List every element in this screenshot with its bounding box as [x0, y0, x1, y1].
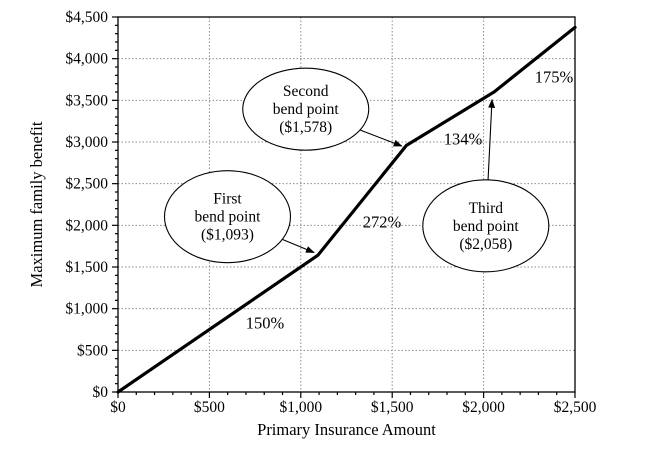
- y-tick-label: $3,000: [65, 134, 108, 151]
- annotation-text-line: bend point: [453, 218, 520, 235]
- x-tick-label: $2,000: [462, 399, 505, 416]
- annotation-balloon: [422, 179, 550, 273]
- y-tick-label: $4,000: [65, 51, 108, 68]
- annotation-text-line: ($2,058): [459, 236, 512, 253]
- annotation-arrow: [359, 129, 403, 147]
- rate-label: 134%: [444, 130, 483, 149]
- y-tick-label: $0: [93, 384, 109, 401]
- annotation-text-line: ($1,093): [201, 227, 254, 244]
- x-tick-label: $0: [110, 399, 126, 416]
- y-tick-labels: $0 $500 $1,000 $1,500 $2,000 $2,500 $3,000 $3,5…: [65, 9, 108, 401]
- rate-label: 272%: [363, 213, 402, 232]
- annotation-text-line: ($1,578): [279, 119, 332, 136]
- annotation-text-line: Second: [283, 83, 329, 100]
- plot-frame: [117, 16, 576, 393]
- annotation-text-line: First: [213, 191, 242, 208]
- annotation-text-line: bend point: [195, 209, 262, 226]
- y-tick-label: $2,500: [65, 176, 108, 193]
- x-tick-label: $500: [194, 399, 225, 416]
- x-tick-labels: $0 $500 $1,000 $1,500 $2,000 $2,500: [110, 399, 596, 416]
- annotation-text-line: bend point: [273, 101, 340, 118]
- x-tick-label: $1,500: [371, 399, 414, 416]
- benefit-line: [116, 25, 577, 394]
- annotation-text-line: Third: [469, 200, 504, 217]
- x-tick-label: $1,000: [279, 399, 322, 416]
- y-tick-label: $3,500: [65, 92, 108, 109]
- y-tick-label: $1,500: [65, 259, 108, 276]
- annotation-arrow: [282, 238, 315, 254]
- segment-rate-labels: 150% 272% 134% 175%: [246, 68, 574, 333]
- annotation-arrow: [487, 98, 496, 180]
- y-tick-label: $2,000: [65, 217, 108, 234]
- x-axis-title: Primary Insurance Amount: [257, 420, 436, 439]
- annotation-balloon: [163, 170, 292, 264]
- y-tick-label: $1,000: [65, 301, 108, 318]
- axis-ticks: [112, 16, 576, 398]
- rate-label: 150%: [246, 314, 285, 333]
- x-tick-label: $2,500: [554, 399, 597, 416]
- y-tick-label: $4,500: [65, 9, 108, 26]
- y-tick-label: $500: [77, 342, 108, 359]
- annotation-balloon: [242, 67, 370, 151]
- y-axis-title: Maximum family benefit: [27, 121, 46, 287]
- rate-label: 175%: [535, 68, 574, 87]
